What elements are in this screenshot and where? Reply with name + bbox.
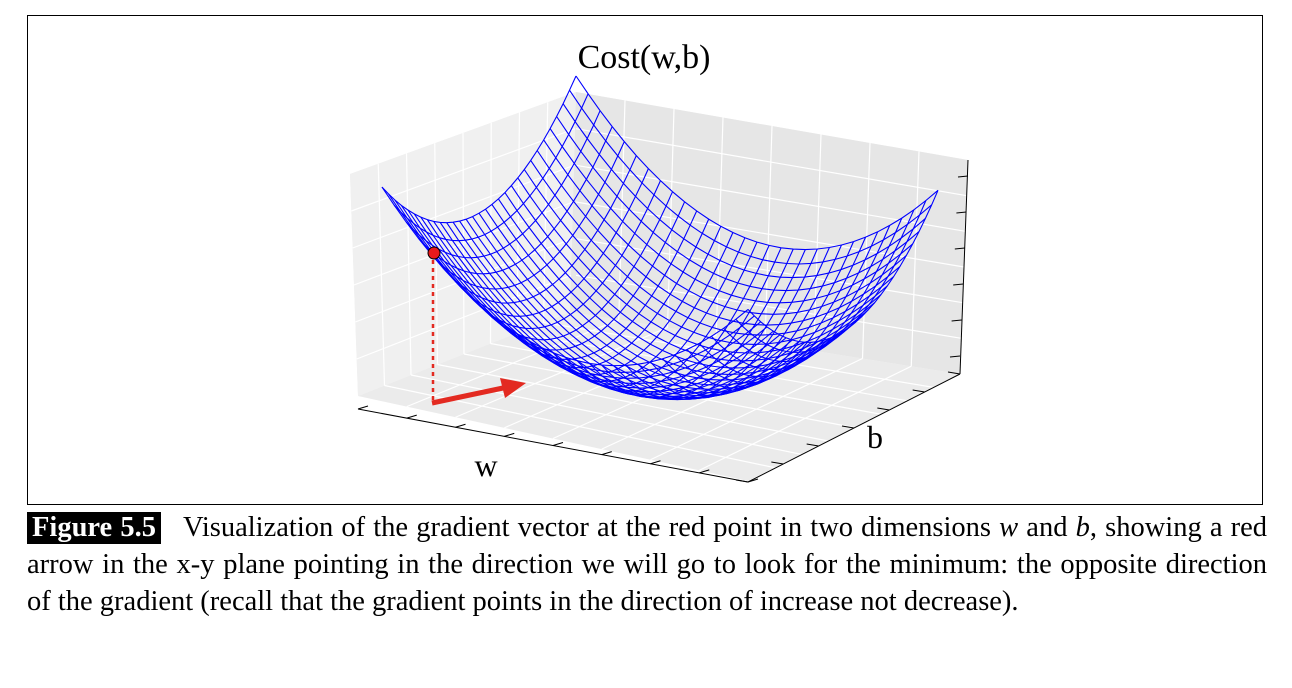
mesh-line-w	[575, 75, 939, 251]
caption-text-3: , showing a red arrow in the x-y plane p…	[27, 512, 1268, 617]
tick-mark	[699, 469, 710, 474]
surface-plot: Cost(w,b) w b	[350, 39, 969, 483]
tick-mark	[771, 461, 784, 465]
red-point	[427, 246, 441, 260]
tick-mark	[959, 159, 969, 375]
b-axis-label: b	[867, 419, 883, 455]
figure-caption: Figure 5.5 Visualization of the gradient …	[27, 509, 1267, 620]
grid-line	[356, 274, 572, 360]
cost-surface-wireframe	[381, 75, 939, 401]
grid-line	[353, 201, 574, 286]
caption-var-b: b	[1075, 512, 1090, 543]
grid-line	[575, 128, 967, 197]
tick-mark	[947, 371, 961, 375]
w-axis-label: w	[474, 447, 497, 483]
tick-mark	[956, 211, 967, 214]
tick-mark	[841, 425, 855, 429]
tick-mark	[951, 319, 962, 322]
figure-label: Figure 5.5	[27, 512, 161, 544]
plot-title: Cost(w,b)	[578, 39, 711, 76]
gradient-arrow	[431, 378, 526, 406]
tick-mark	[954, 247, 965, 250]
mesh-line-w	[543, 139, 907, 315]
tick-mark	[406, 414, 417, 419]
mesh-line-w	[549, 128, 914, 304]
tick-mark	[650, 460, 661, 465]
mesh-line-b	[747, 190, 939, 343]
axis-ticks	[357, 159, 969, 483]
tick-mark	[504, 432, 515, 437]
grid-line	[698, 365, 912, 471]
tick-mark	[912, 389, 925, 393]
tick-mark	[877, 407, 890, 411]
mesh-line-w	[556, 116, 920, 292]
mesh-line-b	[711, 217, 903, 371]
tick-mark	[747, 478, 759, 483]
tick-mark	[949, 355, 961, 358]
tick-mark	[455, 423, 466, 428]
tick-mark	[953, 283, 964, 286]
tick-mark	[552, 442, 564, 446]
grid-line	[352, 164, 575, 249]
grid-line	[575, 238, 963, 304]
caption-text-1: Visualization of the gradient vector at …	[182, 512, 1000, 543]
caption-text-2: and	[1018, 512, 1076, 543]
mesh-line-w	[569, 89, 933, 265]
tick-mark	[601, 451, 612, 456]
grid-line	[650, 357, 863, 461]
tick-mark	[806, 443, 819, 447]
figure-frame: Cost(w,b) w b	[27, 15, 1263, 505]
mesh-line-w	[562, 103, 926, 279]
grid-line	[543, 321, 934, 388]
caption-var-w: w	[999, 512, 1019, 543]
mesh-line-b	[698, 225, 891, 378]
mesh-line-b	[735, 200, 927, 353]
mesh-line-b	[723, 209, 915, 362]
tick-mark	[957, 175, 969, 178]
tick-mark	[735, 479, 749, 483]
tick-mark	[357, 405, 369, 410]
